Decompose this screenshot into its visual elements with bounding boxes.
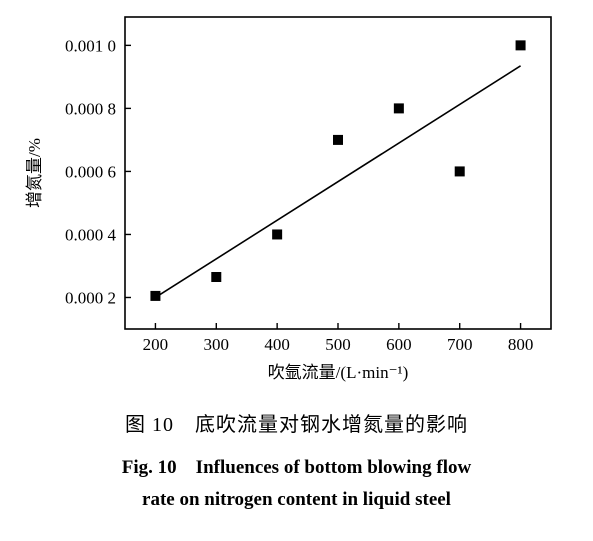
- figure-caption-en-line2: rate on nitrogen content in liquid steel: [142, 489, 451, 510]
- y-tick-label: 0.000 6: [65, 162, 116, 181]
- x-axis: 200 300 400 500 600 700 800: [143, 323, 534, 354]
- x-tick-label: 700: [447, 335, 473, 354]
- data-point: [150, 290, 161, 301]
- x-tick-label: 800: [508, 335, 534, 354]
- data-point: [393, 103, 404, 114]
- x-tick-label: 300: [204, 335, 230, 354]
- data-point: [515, 40, 526, 51]
- x-tick-label: 400: [264, 335, 290, 354]
- figure-caption-cn: 图 10 底吹流量对钢水增氮量的影响: [125, 414, 468, 436]
- y-tick-label: 0.000 2: [65, 288, 116, 307]
- y-tick-label: 0.001 0: [65, 36, 116, 55]
- figure-caption-en-line1: Fig. 10 Influences of bottom blowing flo…: [121, 457, 472, 478]
- y-axis-label: 增氮量/%: [25, 138, 44, 208]
- x-tick-label: 200: [143, 335, 169, 354]
- data-point: [454, 166, 465, 177]
- x-axis-label: 吹氩流量/(L·min⁻¹): [268, 363, 409, 382]
- data-points: [150, 40, 526, 301]
- y-tick-label: 0.000 4: [65, 225, 117, 244]
- y-tick-label: 0.000 8: [65, 99, 116, 118]
- data-point: [333, 134, 343, 145]
- plot-frame: [124, 16, 552, 330]
- x-tick-label: 600: [386, 335, 412, 354]
- fit-line: [155, 65, 521, 299]
- data-point: [272, 229, 283, 240]
- x-tick-label: 500: [325, 335, 351, 354]
- data-point: [211, 272, 222, 282]
- y-axis: 0.000 2 0.000 4 0.000 6 0.000 8 0.001 0: [65, 36, 131, 307]
